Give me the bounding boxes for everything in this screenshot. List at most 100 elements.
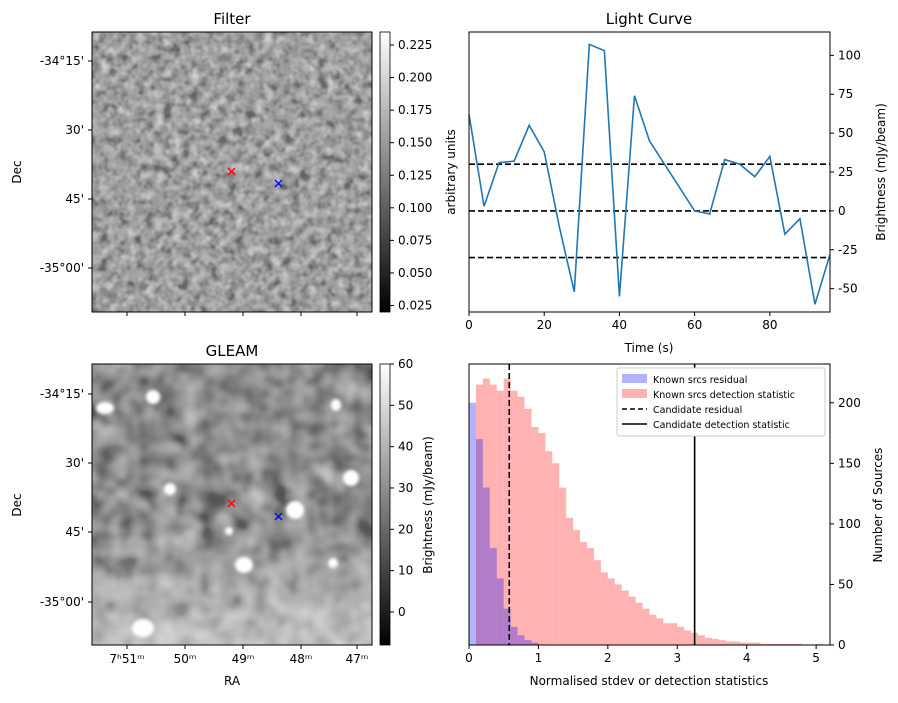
residual-bar [517,635,525,645]
lightcurve-x-ticks: 0 20 40 60 80 [465,312,777,332]
gleam-bright-sources [96,390,359,637]
filter-frame [91,31,373,313]
detection-bar [503,378,511,645]
gleam-ylabel: Dec [10,493,24,516]
lightcurve-ytick-label: -25 [838,243,858,257]
gleam-x-ticks: 7ʰ51ᵐ 50ᵐ 49ᵐ 48ᵐ 47ᵐ [109,645,368,666]
lightcurve-xlabel: Time (s) [624,341,674,355]
colorbar-tick-label: 0.100 [398,201,432,215]
detection-bar [628,596,636,645]
gleam-xtick: 47ᵐ [346,652,369,666]
filter-panel: Filter -34°15' 30' 45' -35°00' Dec 0.025… [10,10,458,316]
residual-bar [510,626,518,645]
colorbar-tick-label: 0.075 [398,233,432,247]
histogram-xtick-label: 1 [535,651,543,665]
colorbar-tick-label: 50 [398,398,413,412]
colorbar-tick-label: 40 [398,440,413,454]
lightcurve-xtick-label: 40 [612,318,627,332]
gleam-xtick: 49ᵐ [232,652,255,666]
detection-bar [559,487,567,645]
detection-bar [607,578,615,645]
histogram-y-ticks: 0 50 100 150 200 [830,396,861,652]
histogram-frame [468,363,831,646]
detection-bar [788,643,796,645]
detection-bar [621,590,629,645]
gleam-xtick: 50ᵐ [174,652,197,666]
detection-bar [496,390,504,645]
detection-bar [718,640,726,645]
lightcurve-hlines [469,163,830,259]
residual-bar [524,640,532,645]
detection-bar [816,643,824,645]
histogram-xlabel: Normalised stdev or detection statistics [530,674,769,688]
gleam-xtick: 7ʰ51ᵐ [109,652,144,666]
detection-bar [663,623,671,645]
lightcurve-ytick-label: -50 [838,282,858,296]
detection-bar [531,426,539,645]
detection-bar [684,630,692,645]
colorbar-tick-label: 0.200 [398,71,432,85]
detection-bar [677,626,685,645]
lightcurve-ylabel: Brightness (mJy/beam) [874,103,888,241]
legend-swatch-red [622,389,647,398]
detection-bar [795,643,803,645]
gleam-colorbar-ticks: 0 10 20 30 40 50 60 [390,357,413,619]
histogram-ytick-label: 200 [838,396,861,410]
gleam-ytick: 45' [65,525,84,539]
legend-label: Known srcs residual [653,375,747,386]
detection-bar [552,463,560,645]
histogram-ytick-label: 0 [838,638,846,652]
detection-bar [545,451,553,645]
detection-bar [732,641,740,645]
detection-bar [635,602,643,645]
colorbar-tick-label: 10 [398,564,413,578]
detection-bar [649,614,657,645]
colorbar-tick-label: 30 [398,481,413,495]
histogram-xtick-label: 0 [465,651,473,665]
detection-bar [517,396,525,645]
histogram-x-ticks: 0 1 2 3 4 5 [465,645,820,665]
lightcurve-series-line [468,43,831,305]
gleam-panel: GLEAM -34°15' 30' 45' -35°00 [10,342,435,688]
histogram-ytick-label: 50 [838,577,853,591]
filter-x-ticks [126,312,358,316]
detection-bar [587,548,594,645]
colorbar-tick-label: 20 [398,522,413,536]
histogram-ytick-label: 100 [838,517,861,531]
gleam-xtick: 48ᵐ [290,652,313,666]
detection-bar [725,641,733,645]
gleam-ytick: 30' [65,456,84,470]
gleam-ytick: -35°00' [40,595,84,609]
histogram-ylabel: Number of Sources [871,448,885,563]
residual-bar [469,402,476,645]
filter-colorbar-ticks: 0.025 0.050 0.075 0.100 0.125 0.150 0.175 0.200… [390,38,432,312]
lightcurve-xtick-label: 0 [465,318,473,332]
filter-ylabel: Dec [10,160,24,183]
gleam-title: GLEAM [206,342,259,360]
lightcurve-title: Light Curve [606,10,692,28]
residual-bar [503,608,511,645]
histogram-xtick-label: 3 [673,651,681,665]
detection-bar [705,637,712,645]
residual-bar [496,578,504,645]
histogram-panel: 0 1 2 3 4 5 0 50 100 150 200 Normalised stdev or … [465,363,885,688]
colorbar-tick-label: 0 [398,605,406,619]
detection-bar [510,390,518,645]
colorbar-tick-label: 0.225 [398,38,432,52]
detection-bar [760,643,768,645]
residual-bar [531,642,539,645]
lightcurve-y-ticks: -50 -25 0 25 50 75 100 [830,48,861,296]
colorbar-tick-label: 0.150 [398,136,432,150]
gleam-colorbar [379,363,391,646]
detection-bar [573,529,581,645]
detection-bar [482,378,490,645]
lightcurve-panel: Light Curve 0 20 40 60 80 -50 -25 0 25 50 75 100 T… [465,10,888,355]
lightcurve-ytick-label: 50 [838,126,853,140]
lightcurve-xtick-label: 80 [762,318,777,332]
detection-bar [746,642,754,645]
residual-bar [475,439,483,645]
filter-colorbar-label: arbitrary units [444,129,458,215]
detection-bar [670,623,678,645]
histogram-xtick-label: 5 [812,651,820,665]
detection-bar [774,643,782,645]
